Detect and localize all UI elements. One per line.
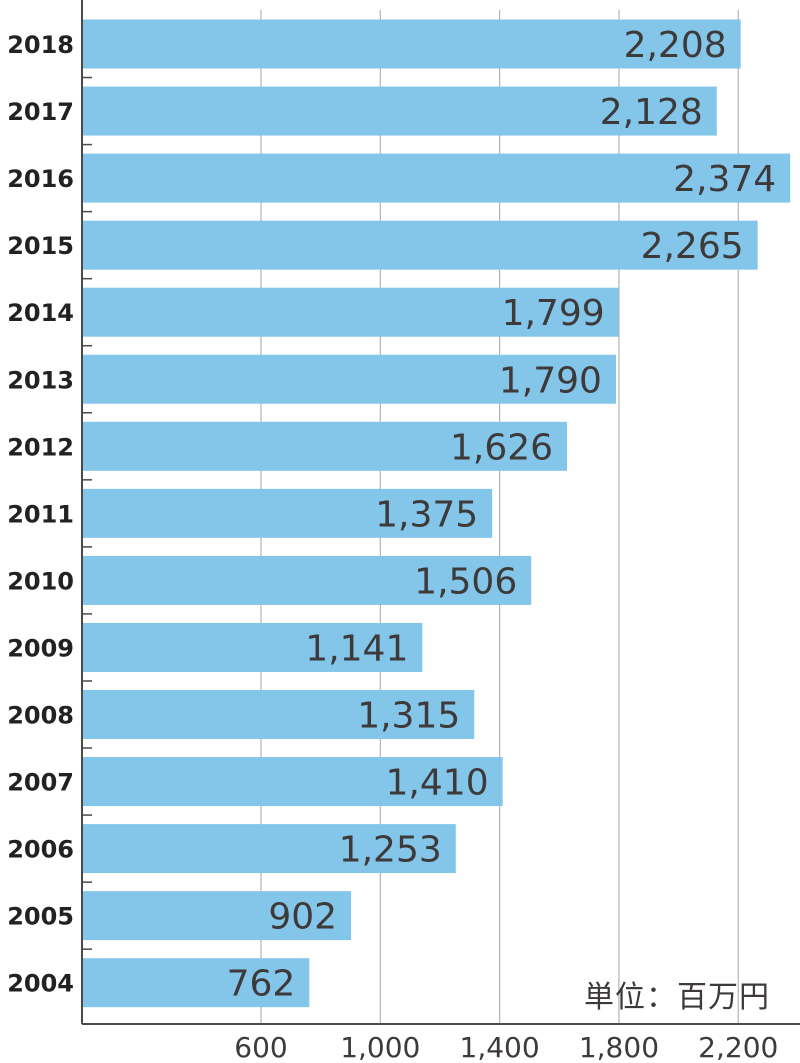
bar	[82, 220, 758, 270]
category-label: 2016	[7, 165, 74, 193]
value-label: 2,374	[673, 159, 776, 200]
value-label: 1,799	[502, 293, 605, 334]
category-label: 2010	[7, 567, 74, 595]
category-label: 2005	[7, 903, 74, 931]
value-label: 762	[227, 964, 296, 1005]
value-label: 2,208	[624, 25, 727, 66]
bar	[82, 757, 503, 807]
value-label: 1,410	[386, 763, 489, 804]
bar	[82, 622, 423, 672]
bar	[82, 555, 532, 605]
category-label: 2004	[7, 970, 74, 998]
labels: 600 1,000 1,400 1,800 2,200 2,208 2018 2,128 201…	[7, 25, 778, 1063]
x-tick-label: 600	[234, 1031, 287, 1063]
category-label: 2011	[7, 500, 74, 528]
bar	[82, 488, 493, 538]
category-label: 2007	[7, 769, 74, 797]
axes	[81, 0, 800, 1025]
category-label: 2006	[7, 836, 74, 864]
category-label: 2015	[7, 232, 74, 260]
category-label: 2017	[7, 98, 74, 126]
bar	[82, 958, 310, 1008]
value-label: 1,253	[339, 830, 442, 871]
value-label: 1,626	[450, 427, 553, 468]
bar	[82, 354, 616, 404]
x-tick-label: 1,800	[579, 1031, 659, 1063]
value-label: 1,315	[357, 696, 460, 737]
category-label: 2018	[7, 31, 74, 59]
bar	[82, 891, 352, 941]
value-label: 902	[268, 897, 337, 938]
bar	[82, 287, 619, 337]
value-label: 1,141	[305, 628, 408, 669]
bar	[82, 19, 741, 69]
value-label: 2,128	[600, 92, 703, 133]
x-tick-label: 1,000	[340, 1031, 420, 1063]
category-label: 2008	[7, 702, 74, 730]
bar	[82, 824, 456, 874]
x-tick-label: 2,200	[698, 1031, 778, 1063]
category-label: 2014	[7, 299, 74, 327]
value-label: 1,790	[499, 360, 602, 401]
bar	[82, 153, 791, 203]
category-label: 2012	[7, 433, 74, 461]
bars	[82, 19, 791, 1008]
value-label: 1,506	[414, 561, 517, 602]
value-label: 1,375	[375, 494, 478, 535]
bar	[82, 86, 717, 136]
unit-label: 単位：百万円	[584, 980, 770, 1015]
category-label: 2009	[7, 634, 74, 662]
bar	[82, 421, 568, 471]
bar	[82, 690, 475, 739]
category-label: 2013	[7, 366, 74, 394]
x-tick-label: 1,400	[460, 1031, 540, 1063]
value-label: 2,265	[641, 226, 744, 267]
